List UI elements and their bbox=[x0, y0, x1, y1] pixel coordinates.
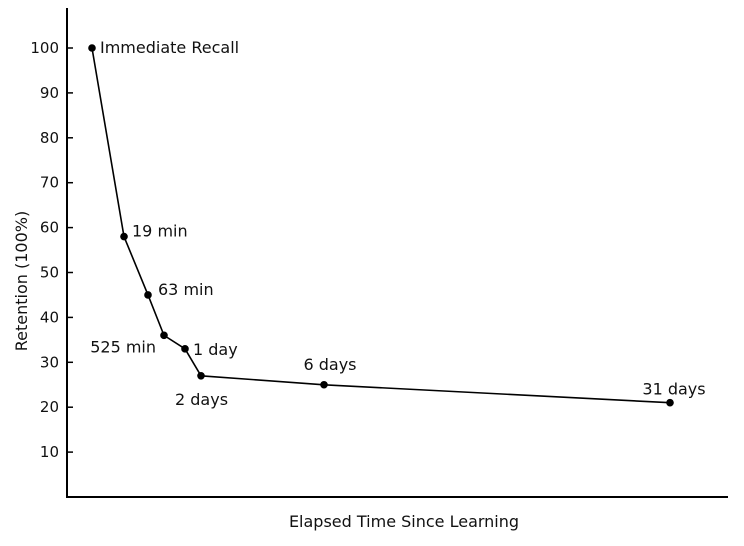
y-tick-label: 40 bbox=[40, 308, 59, 326]
data-point bbox=[181, 345, 189, 353]
data-label: 2 days bbox=[175, 390, 228, 409]
data-point bbox=[160, 331, 168, 340]
y-tick-label: 70 bbox=[40, 174, 59, 192]
data-label: 63 min bbox=[158, 280, 214, 299]
y-tick-label: 100 bbox=[30, 39, 59, 57]
data-label: Immediate Recall bbox=[100, 38, 239, 57]
data-points bbox=[88, 44, 674, 407]
data-label: 1 day bbox=[193, 340, 238, 359]
data-point bbox=[666, 398, 674, 407]
y-tick-label: 60 bbox=[40, 219, 59, 237]
data-point bbox=[144, 291, 152, 299]
y-tick-label: 50 bbox=[40, 264, 59, 282]
y-axis-title: Retention (100%) bbox=[12, 211, 31, 351]
data-label: 6 days bbox=[303, 355, 356, 374]
series-layer bbox=[91, 47, 671, 404]
data-point bbox=[320, 380, 328, 389]
data-label: 31 days bbox=[642, 380, 705, 399]
y-tick-label: 10 bbox=[40, 443, 59, 461]
y-ticks: 10 20 30 40 50 60 70 80 90 100 bbox=[30, 39, 73, 461]
y-tick-label: 30 bbox=[40, 353, 59, 371]
data-labels: Immediate Recall 19 min 63 min 525 min 1 day… bbox=[90, 38, 705, 409]
axes-layer bbox=[66, 8, 728, 498]
y-tick-label: 20 bbox=[40, 398, 59, 416]
data-point bbox=[197, 371, 205, 380]
data-point bbox=[88, 44, 96, 52]
data-label: 19 min bbox=[132, 222, 188, 241]
y-tick-label: 80 bbox=[40, 129, 59, 147]
data-point bbox=[120, 232, 128, 241]
retention-series-line bbox=[91, 47, 671, 404]
data-label: 525 min bbox=[90, 337, 156, 356]
x-axis-title: Elapsed Time Since Learning bbox=[289, 512, 519, 531]
y-tick-label: 90 bbox=[40, 84, 59, 102]
